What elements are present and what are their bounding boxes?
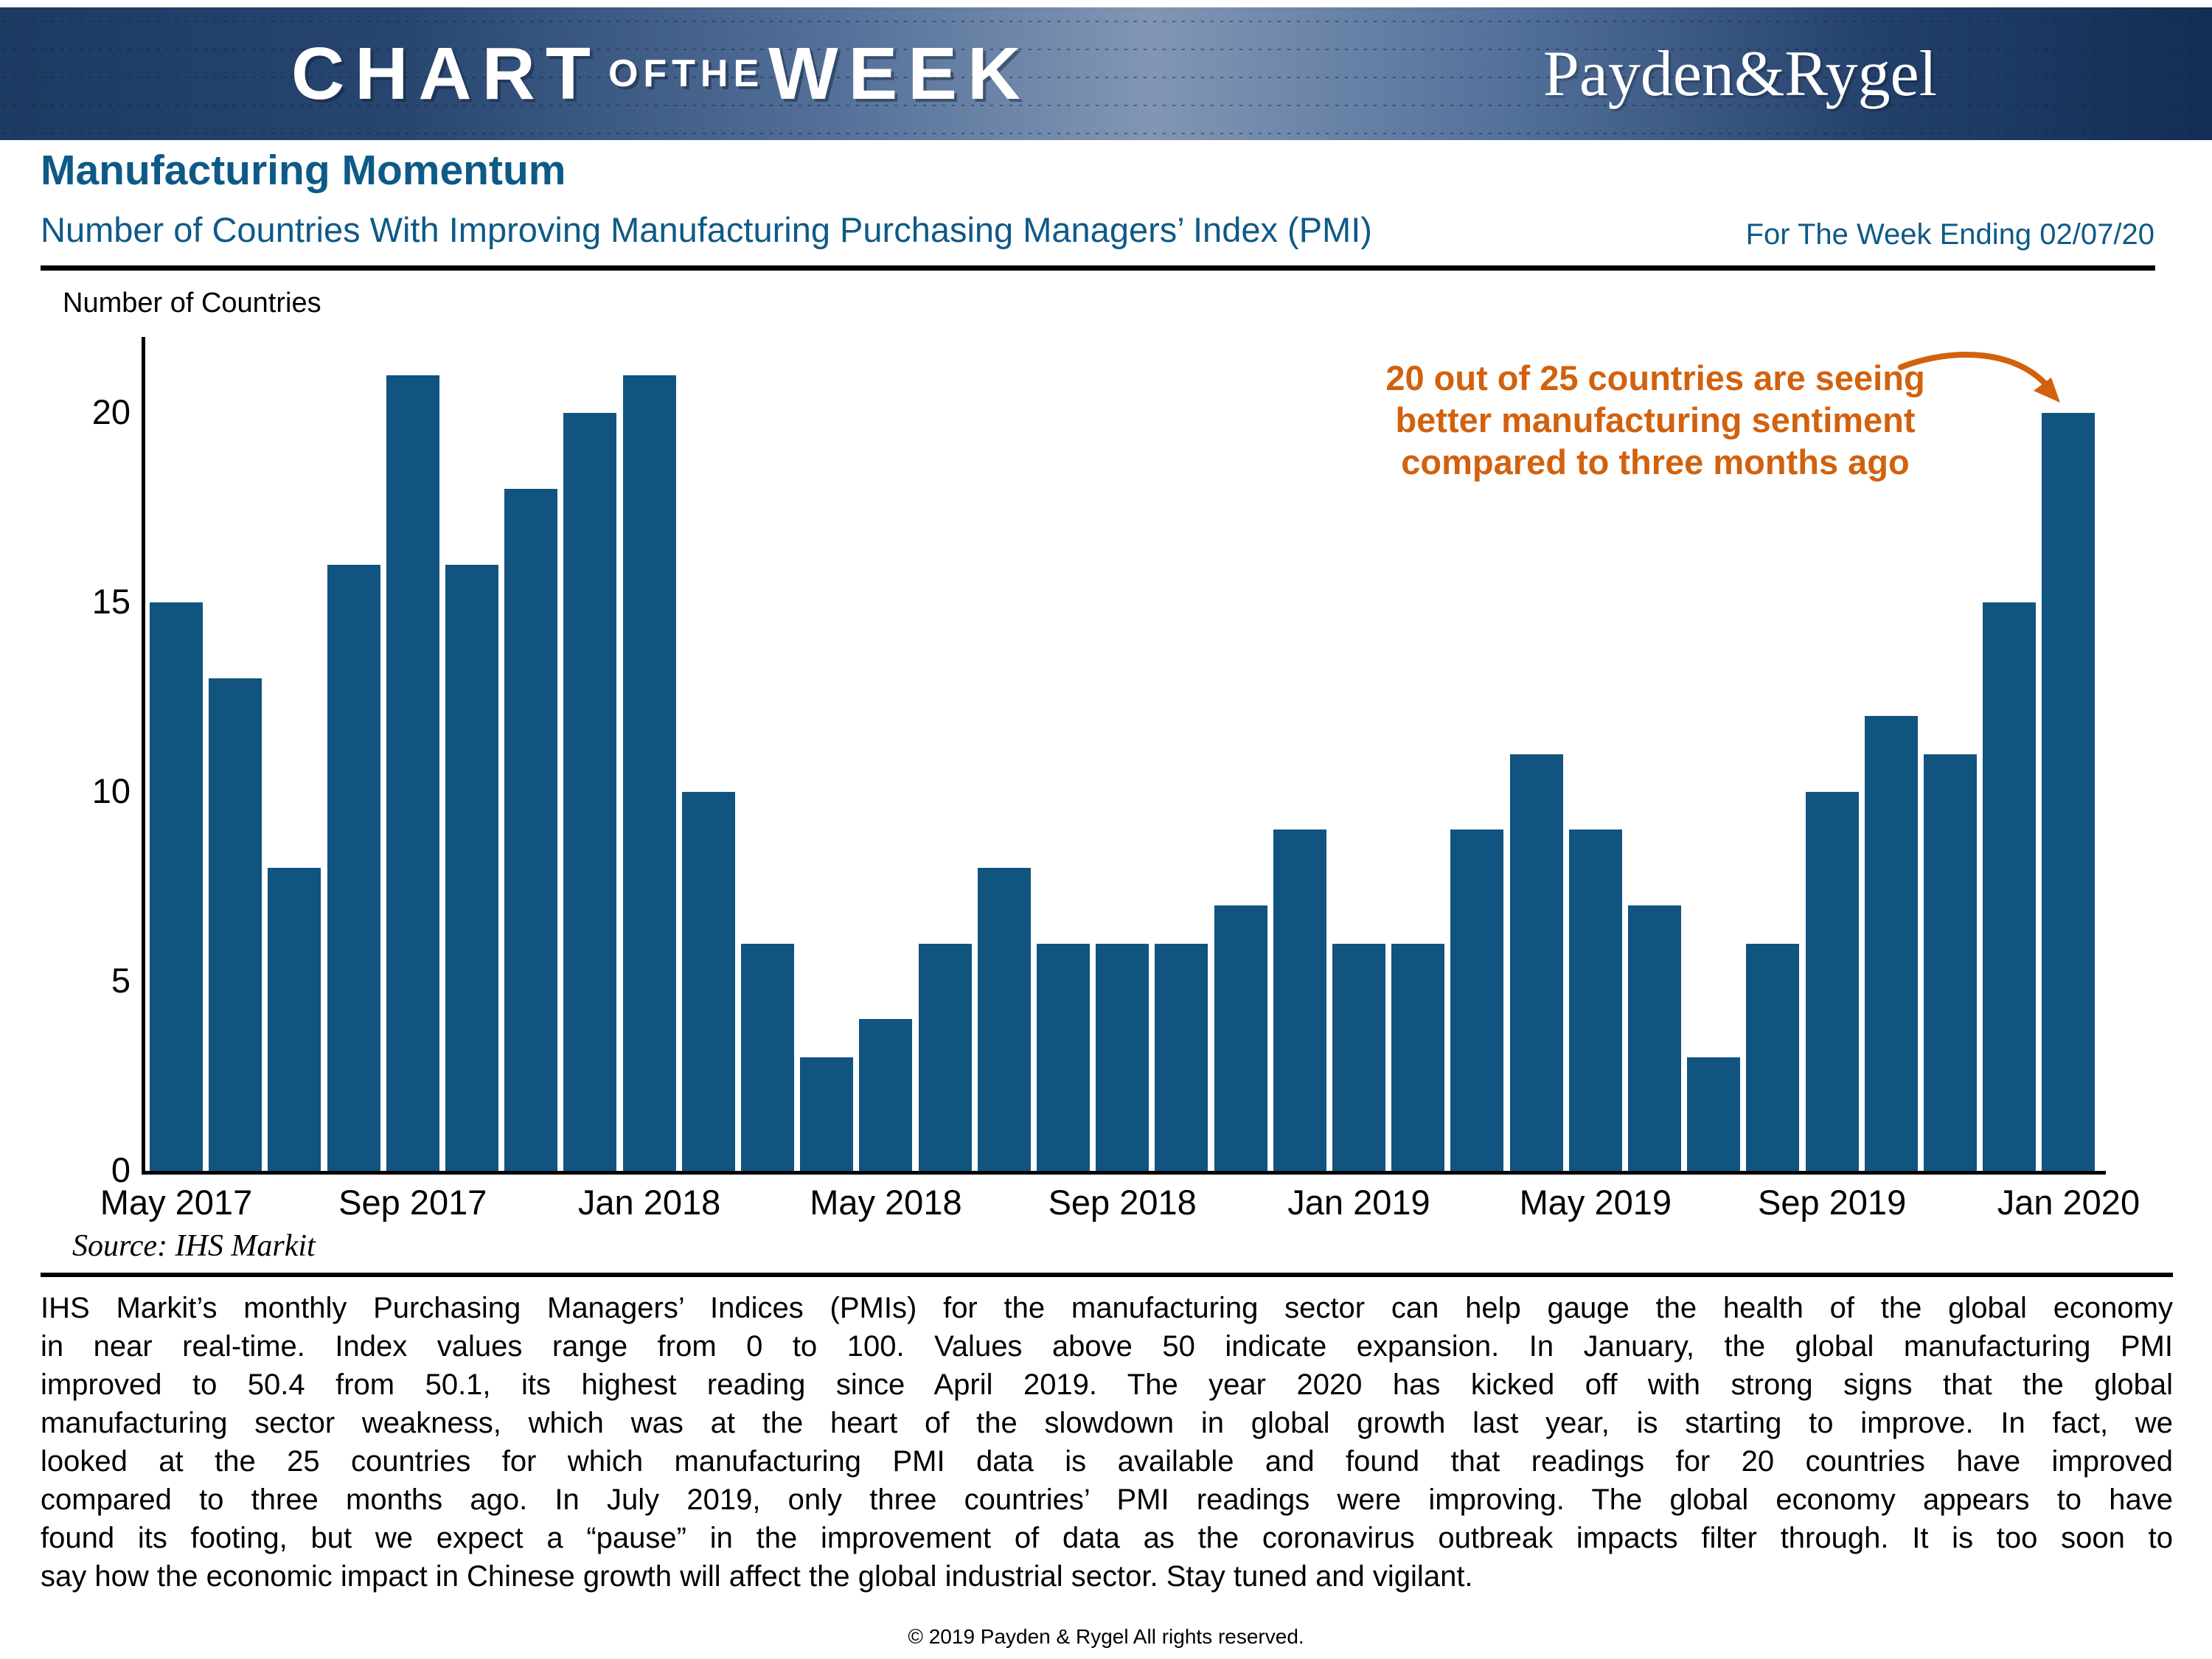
x-tick-May-2019: May 2019	[1519, 1183, 1672, 1222]
x-tick-May-2017: May 2017	[100, 1183, 253, 1222]
body-line-8: say how the economic impact in Chinese g…	[41, 1560, 1473, 1593]
logo-chart-text: CHART	[291, 32, 601, 115]
bar-Oct-2018	[1155, 944, 1208, 1171]
bar-Nov-2017	[504, 489, 558, 1171]
bar-Aug-2018	[1037, 944, 1090, 1171]
bar-Jan-2019	[1332, 944, 1385, 1171]
logo-week-text: WEEK	[768, 32, 1032, 115]
x-tick-May-2018: May 2018	[810, 1183, 962, 1222]
bar-Feb-2019	[1391, 944, 1445, 1171]
bar-Dec-2019	[1983, 602, 2037, 1171]
y-tick-0: 0	[111, 1150, 131, 1189]
payden-rygel-logo: Payden&Rygel	[1543, 38, 1938, 110]
banner: CHART OFTHE WEEK Payden&Rygel	[0, 7, 2212, 140]
y-tick-5: 5	[111, 961, 131, 1000]
bar-Oct-2019	[1864, 716, 1918, 1171]
bar-May-2018	[859, 1019, 913, 1171]
bar-chart: 0 5 10 15 20 May 2017 Sep 2017 Jan 2018 May 2018…	[92, 337, 2140, 1222]
bar-May-2017	[150, 602, 203, 1171]
x-tick-Sep-2019: Sep 2019	[1757, 1183, 1907, 1222]
bar-Aug-2017	[327, 565, 380, 1171]
annotation-arrow-icon	[1898, 352, 2060, 403]
chart-annotation: 20 out of 25 countries are seeing better…	[1360, 357, 1950, 483]
y-axis-title: Number of Countries	[63, 288, 321, 319]
bar-Dec-2017	[563, 413, 617, 1171]
y-tick-20: 20	[91, 392, 131, 431]
bar-Jul-2019	[1687, 1057, 1741, 1171]
bar-Apr-2019	[1509, 754, 1563, 1171]
bar-Feb-2018	[681, 792, 735, 1171]
body-divider	[41, 1273, 2173, 1277]
x-tick-Jan-2020: Jan 2020	[1997, 1183, 2140, 1222]
x-tick-Jan-2018: Jan 2018	[577, 1183, 721, 1222]
body-line-3: improved to 50.4 from 50.1, its highest …	[41, 1368, 2173, 1401]
bar-Sep-2017	[386, 375, 439, 1171]
copyright-note: © 2019 Payden & Rygel All rights reserve…	[908, 1625, 1304, 1648]
bar-Oct-2017	[445, 565, 498, 1171]
x-tick-Jan-2019: Jan 2019	[1287, 1183, 1430, 1222]
body-line-2: in near real-time. Index values range fr…	[41, 1330, 2173, 1363]
annotation-line-2: better manufacturing sentiment	[1395, 400, 1916, 439]
x-tick-Sep-2018: Sep 2018	[1048, 1183, 1197, 1222]
bar-Jun-2017	[209, 678, 262, 1171]
body-text: IHS Markit’s monthly Purchasing Managers…	[41, 1289, 2173, 1596]
y-tick-10: 10	[91, 771, 131, 810]
page-subtitle: Number of Countries With Improving Manuf…	[41, 210, 1372, 249]
bar-Jan-2018	[622, 375, 676, 1171]
bar-Apr-2018	[800, 1057, 854, 1171]
x-tick-Sep-2017: Sep 2017	[338, 1183, 487, 1222]
annotation-line-3: compared to three months ago	[1401, 442, 1910, 481]
bar-Dec-2018	[1273, 830, 1326, 1171]
source-note: Source: IHS Markit	[72, 1229, 316, 1263]
bar-Mar-2019	[1450, 830, 1504, 1171]
body-line-1: IHS Markit’s monthly Purchasing Managers…	[41, 1292, 2173, 1324]
week-ending-label: For The Week Ending 02/07/20	[1745, 218, 2154, 251]
y-tick-15: 15	[91, 582, 131, 621]
bar-Jan-2020	[2042, 413, 2096, 1171]
body-line-4: manufacturing sector weakness, which was…	[41, 1407, 2173, 1439]
bar-Nov-2019	[1924, 754, 1977, 1171]
logo-of-the-text: OFTHE	[608, 52, 765, 95]
bar-May-2019	[1568, 830, 1622, 1171]
bar-Jun-2018	[918, 944, 972, 1171]
bar-Jul-2017	[268, 868, 321, 1171]
bar-Sep-2019	[1805, 792, 1859, 1171]
bar-Aug-2019	[1746, 944, 1800, 1171]
annotation-line-1: 20 out of 25 countries are seeing	[1385, 358, 1925, 397]
body-line-7: found its footing, but we expect a “paus…	[41, 1522, 2173, 1554]
bar-Jun-2019	[1628, 905, 1681, 1171]
body-line-6: compared to three months ago. In July 20…	[41, 1484, 2173, 1516]
chart-of-the-week-logo: CHART OFTHE WEEK	[291, 7, 1031, 140]
bar-Nov-2018	[1214, 905, 1267, 1171]
body-line-5: looked at the 25 countries for which man…	[41, 1445, 2173, 1478]
page-title: Manufacturing Momentum	[41, 147, 566, 194]
bar-Mar-2018	[741, 944, 794, 1171]
bar-Sep-2018	[1096, 944, 1150, 1171]
bar-Jul-2018	[977, 868, 1031, 1171]
header-divider	[41, 265, 2155, 271]
